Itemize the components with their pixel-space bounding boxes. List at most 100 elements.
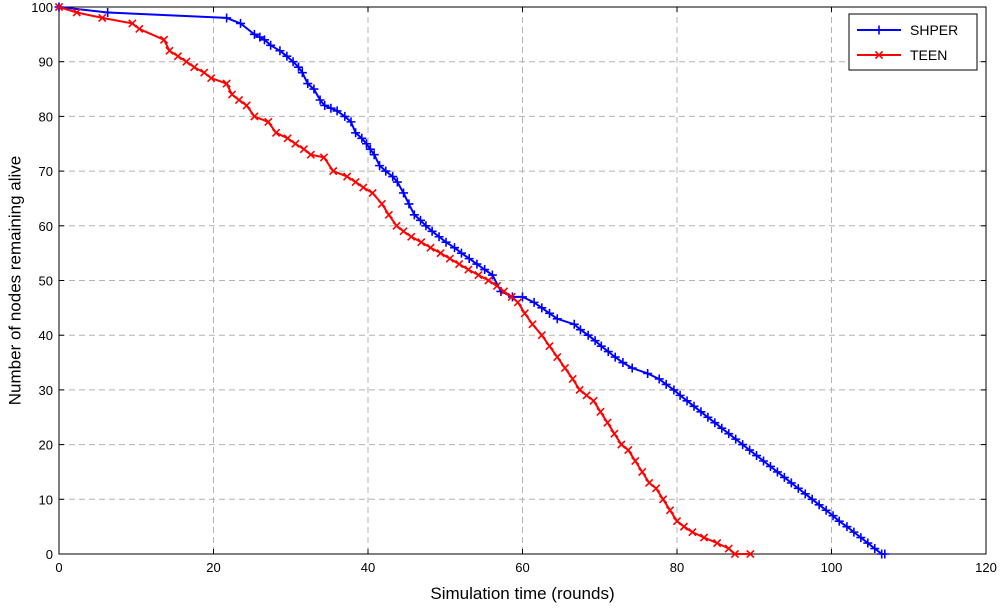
data-point-shper [842, 522, 852, 532]
data-point-teen [173, 52, 183, 61]
data-point-shper [259, 35, 269, 45]
data-point-teen [54, 2, 64, 12]
data-point-teen [283, 134, 292, 143]
data-point-teen [399, 227, 408, 236]
data-point-shper [834, 516, 844, 526]
y-tick-label: 60 [39, 219, 53, 234]
data-point-shper [340, 111, 350, 121]
data-point-teen [520, 309, 529, 318]
data-point-shper [752, 451, 762, 461]
data-point-shper [759, 456, 769, 466]
data-point-teen [665, 506, 675, 515]
data-point-teen [271, 128, 281, 137]
legend-marker-shper [874, 25, 884, 35]
data-point-teen [98, 13, 107, 23]
data-point-teen [672, 517, 682, 526]
data-point-shper [399, 188, 409, 198]
data-point-teen [713, 538, 722, 548]
grid [59, 7, 986, 554]
data-point-teen [651, 484, 661, 493]
data-point-shper [361, 139, 371, 149]
x-axis-title: Simulation time (rounds) [430, 584, 614, 603]
data-point-teen [474, 270, 483, 280]
data-point-teen [553, 352, 562, 362]
data-point-shper [552, 314, 562, 324]
data-point-teen [645, 478, 654, 488]
y-tick-label: 50 [39, 274, 53, 289]
y-tick-label: 80 [39, 109, 53, 124]
data-point-shper [450, 243, 460, 253]
data-point-teen [250, 112, 259, 121]
data-point-teen [384, 210, 394, 220]
data-point-shper [375, 161, 385, 171]
data-point-shper [309, 84, 319, 94]
data-point-shper [610, 352, 620, 362]
data-point-shper [365, 144, 375, 154]
data-point-shper [346, 117, 356, 127]
data-point-shper [814, 500, 824, 510]
data-point-teen [560, 363, 570, 373]
data-point-shper [421, 221, 431, 231]
data-point-teen [242, 101, 251, 110]
data-point-teen [631, 456, 640, 466]
data-point-teen [392, 221, 401, 230]
data-point-teen [638, 467, 647, 477]
ticks: 0 20 40 60 80 100 120 0 10 20 30 40 50 60 70 80 90 100 [31, 0, 997, 575]
data-point-teen [264, 117, 273, 127]
data-point-teen [351, 177, 360, 187]
data-point-shper [388, 172, 398, 182]
data-point-teen [291, 139, 300, 148]
data-point-teen [464, 265, 473, 274]
data-point-teen [182, 57, 191, 66]
data-point-shper [369, 150, 379, 160]
data-point-shper [703, 412, 713, 422]
data-point-shper [434, 232, 444, 242]
data-point-shper [326, 103, 336, 113]
data-point-shper [222, 13, 232, 23]
data-point-teen [528, 320, 537, 329]
data-point-shper [275, 46, 285, 56]
data-point-shper [654, 374, 664, 384]
data-point-shper [772, 467, 782, 477]
data-point-teen [624, 445, 633, 455]
data-point-teen [159, 35, 169, 44]
series-shper [54, 2, 890, 559]
data-point-shper [427, 226, 437, 236]
data-point-shper [545, 308, 555, 318]
data-point-shper [236, 18, 246, 28]
data-point-teen [688, 527, 697, 537]
data-point-teen [537, 331, 546, 340]
data-point-teen [679, 522, 689, 531]
data-point-teen [746, 549, 755, 559]
data-point-teen [545, 341, 554, 351]
data-point-teen [484, 276, 493, 285]
data-point-teen [513, 298, 523, 307]
data-point-shper [320, 100, 330, 110]
data-point-shper [288, 57, 298, 67]
data-point-shper [441, 237, 451, 247]
legend-label-shper: SHPER [910, 22, 958, 38]
data-point-teen [610, 429, 619, 438]
data-point-shper [297, 68, 307, 78]
data-point-teen [603, 418, 612, 427]
data-point-teen [128, 19, 137, 28]
data-point-shper [856, 533, 866, 543]
data-point-shper [669, 385, 679, 395]
y-tick-label: 0 [46, 547, 53, 562]
data-point-shper [689, 401, 699, 411]
data-point-teen [596, 407, 605, 416]
data-point-teen [306, 150, 316, 159]
legend-marker-teen [874, 50, 884, 60]
data-point-teen [582, 391, 591, 400]
data-point-shper [821, 505, 831, 515]
legend: SHPER TEEN [848, 13, 978, 71]
legend-item-teen: TEEN [857, 47, 947, 63]
data-point-teen [227, 90, 237, 99]
data-point-shper [293, 62, 303, 72]
data-point-teen [200, 68, 209, 77]
data-point-shper [575, 325, 585, 335]
data-point-shper [249, 29, 259, 39]
data-point-shper [786, 478, 796, 488]
data-point-shper [303, 79, 313, 89]
